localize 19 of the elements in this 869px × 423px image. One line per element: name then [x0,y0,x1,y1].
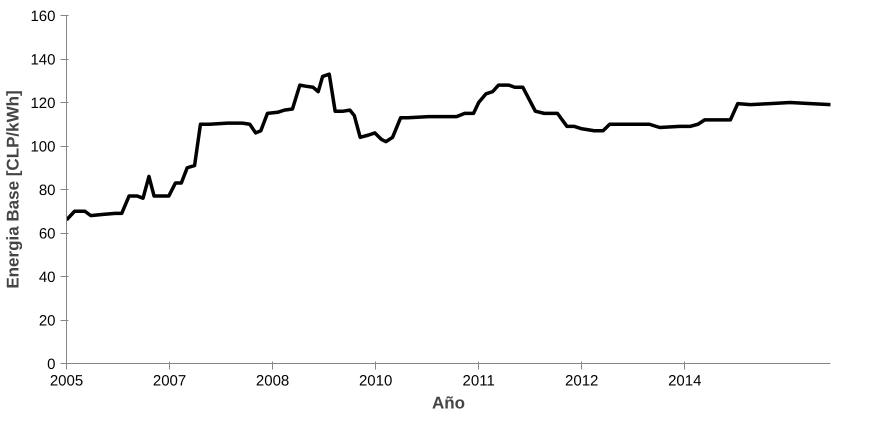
x-axis-title: Año [432,394,466,412]
y-axis-title: Energia Base [CLP/kWh] [3,90,22,289]
x-tick-label: 2007 [152,372,186,390]
y-tick-label: 160 [30,8,56,25]
y-tick-label: 140 [30,52,56,68]
x-tick-label: 2011 [462,372,495,390]
y-tick-label: 20 [38,312,56,330]
x-tick-label: 2012 [565,372,598,390]
line-series [66,72,830,222]
x-tick-label: 2005 [50,372,84,390]
x-tick-label: 2014 [668,372,702,390]
y-tick-label: 120 [30,95,56,112]
x-tick-label: 2010 [358,372,392,390]
y-tick-label: 0 [47,356,56,373]
y-tick-label: 100 [30,138,56,156]
y-tick-label: 40 [38,269,56,286]
y-tick-label: 60 [38,226,56,242]
x-tick-label: 2008 [256,372,290,390]
y-tick-label: 80 [38,182,56,199]
